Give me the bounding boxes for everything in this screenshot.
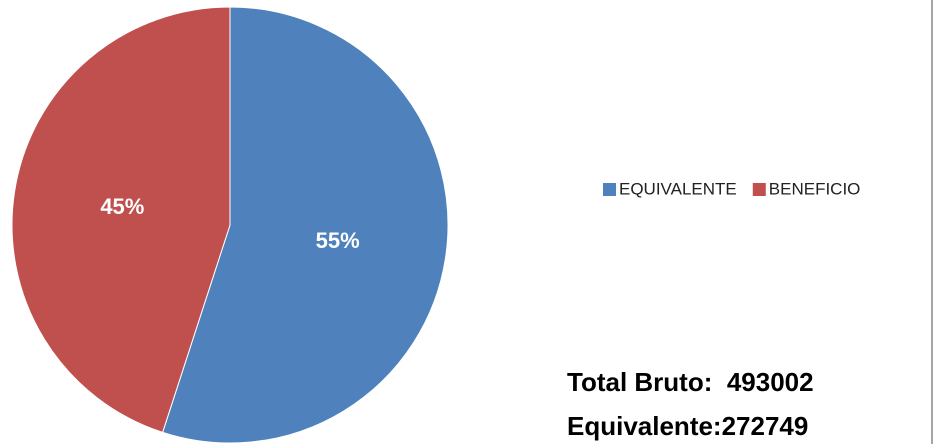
data-label: 55% [316, 228, 360, 253]
pie-slice [11, 6, 231, 433]
legend-swatch [603, 183, 616, 196]
annotation: Equivalente:272749 [567, 411, 808, 441]
data-label: 45% [100, 194, 144, 219]
legend-label: BENEFICIO [769, 179, 861, 198]
pie-slice [162, 6, 449, 444]
annotation: Total Bruto: 493002 [567, 367, 814, 397]
legend-label: EQUIVALENTE [619, 179, 737, 198]
legend-swatch [752, 183, 766, 196]
